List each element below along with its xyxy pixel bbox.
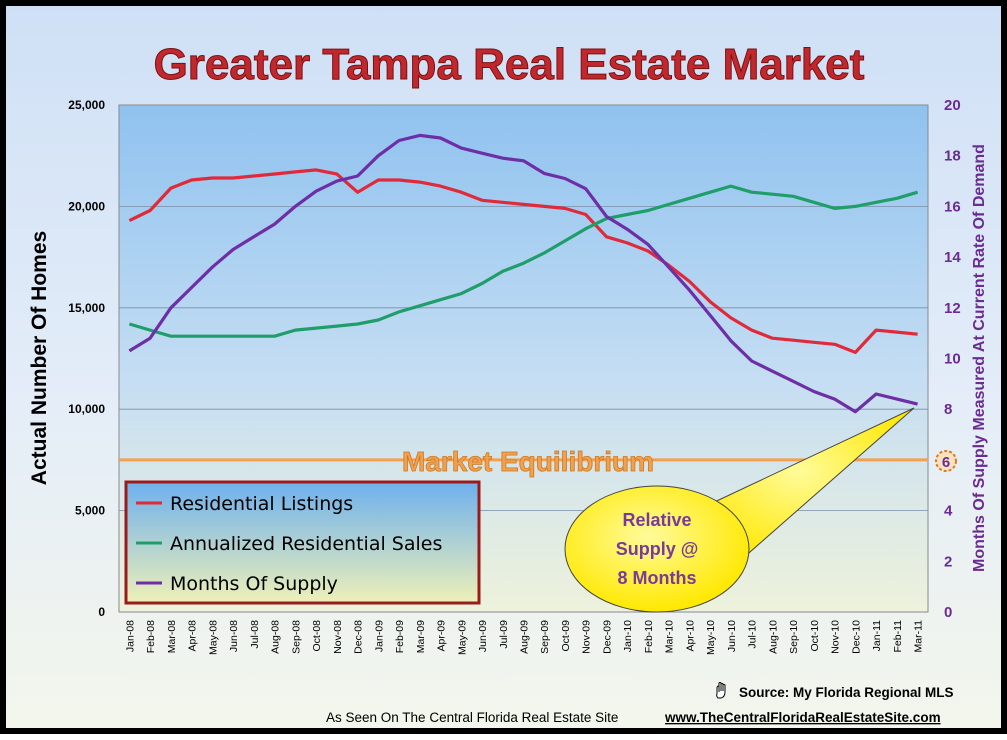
y2-axis-label: Months Of Supply Measured At Current Rat… [971,144,988,572]
x-tick-label: Oct-10 [809,620,821,652]
x-tick-label: Jan-11 [871,620,883,651]
x-tick-label: Sep-09 [539,620,551,654]
x-tick-label: Jul-08 [249,620,261,649]
callout-line-1: Relative [622,510,691,530]
x-tick-label: Jan-08 [124,620,136,652]
seen-on-label: As Seen On The Central Florida Real Esta… [326,710,618,725]
series-lines [128,133,919,414]
x-tick-label: Dec-09 [601,620,613,654]
y2-tick-label: 4 [944,503,953,520]
x-tick-label: Oct-08 [311,620,323,652]
y2-tick-label: 14 [944,249,961,266]
x-tick-label: May-08 [207,620,219,655]
equilibrium-label: Market Equilibrium [402,446,654,477]
x-tick-label: Feb-10 [643,620,655,653]
y2-tick-label: 16 [944,198,961,215]
x-tick-label: Aug-08 [270,620,282,654]
y2-tick-label: 18 [944,148,961,165]
x-tick-label: Feb-11 [892,620,904,653]
x-tick-label: Sep-10 [788,620,800,654]
x-tick-label: Feb-08 [145,620,157,653]
callout-line-2: Supply @ [616,539,699,559]
y-tick-label: 20,000 [68,199,105,213]
x-tick-label: Sep-08 [290,620,302,654]
x-tick-label: Mar-09 [415,620,427,653]
y2-tick-label: 12 [944,300,961,317]
y-tick-label: 10,000 [68,402,105,416]
x-tick-label: Nov-09 [581,620,593,654]
callout-bubble [564,485,750,613]
x-tick-label: Jul-10 [747,620,759,649]
x-axis-ticks: Jan-08 Feb-08 Mar-08 Apr-08 May-08 Jun-08 Jul-… [124,620,924,655]
y2-tick-label: 0 [944,604,952,621]
x-tick-label: Feb-09 [394,620,406,653]
equilibrium-badge-circle [935,450,957,472]
x-tick-label: Apr-10 [684,620,696,652]
x-tick-label: Mar-10 [664,620,676,653]
legend-label-sales: Annualized Residential Sales [170,533,442,555]
x-tick-label: Oct-09 [560,620,572,652]
x-tick-label: Nov-08 [332,620,344,654]
hand-icon [716,682,726,699]
x-tick-label: Jul-09 [498,620,510,649]
x-tick-label: Nov-10 [830,620,842,654]
series-listings-line [128,168,918,354]
x-tick-label: Apr-08 [187,620,199,652]
x-tick-label: Jun-08 [228,620,240,652]
x-tick-label: Aug-10 [767,620,779,654]
chart-canvas: Greater Tampa Real Estate Market 0 5,000 1… [28,40,988,726]
y2-tick-label: 20 [944,97,961,114]
callout-line-3: 8 Months [618,568,697,588]
series-supply-line [128,133,918,414]
legend-label-listings: Residential Listings [170,493,353,515]
chart-title: Greater Tampa Real Estate Market [154,40,865,89]
x-tick-label: Jan-10 [622,620,634,652]
source-label: Source: My Florida Regional MLS [739,685,954,700]
x-tick-label: Mar-11 [913,620,925,653]
x-tick-label: Dec-08 [353,620,365,654]
supply-callout: Relative Supply @ 8 Months [564,407,915,613]
source-url-link[interactable]: www.TheCentralFloridaRealEstateSite.com [664,710,941,725]
y-axis-label: Actual Number Of Homes [28,231,51,485]
series-sales-line [128,184,919,338]
y-tick-label: 0 [98,605,105,619]
equilibrium-badge: 6 [935,450,957,472]
x-tick-label: Apr-09 [436,620,448,652]
y-tick-label: 25,000 [68,98,105,112]
x-tick-label: Jan-09 [373,620,385,652]
x-tick-label: Dec-10 [850,620,862,654]
legend-label-supply: Months Of Supply [170,573,338,595]
y2-tick-label: 2 [944,553,952,570]
x-tick-label: Mar-08 [166,620,178,653]
left-axis-ticks: 0 5,000 10,000 15,000 20,000 25,000 [68,98,105,619]
x-tick-label: May-09 [456,620,468,655]
equilibrium-badge-value: 6 [942,454,950,471]
legend-box [124,480,481,605]
x-tick-label: May-10 [705,620,717,655]
y2-tick-label: 10 [944,351,961,368]
y-tick-label: 5,000 [75,504,105,518]
y2-tick-label: 8 [944,401,952,418]
x-tick-label: Jun-09 [477,620,489,652]
y-tick-label: 15,000 [68,301,105,315]
x-tick-label: Jun-10 [726,620,738,652]
right-axis-ticks: 0 2 4 6 8 10 12 14 16 18 20 [944,97,961,621]
x-tick-label: Aug-09 [519,620,531,654]
legend: Residential Listings Annualized Resident… [124,480,481,605]
